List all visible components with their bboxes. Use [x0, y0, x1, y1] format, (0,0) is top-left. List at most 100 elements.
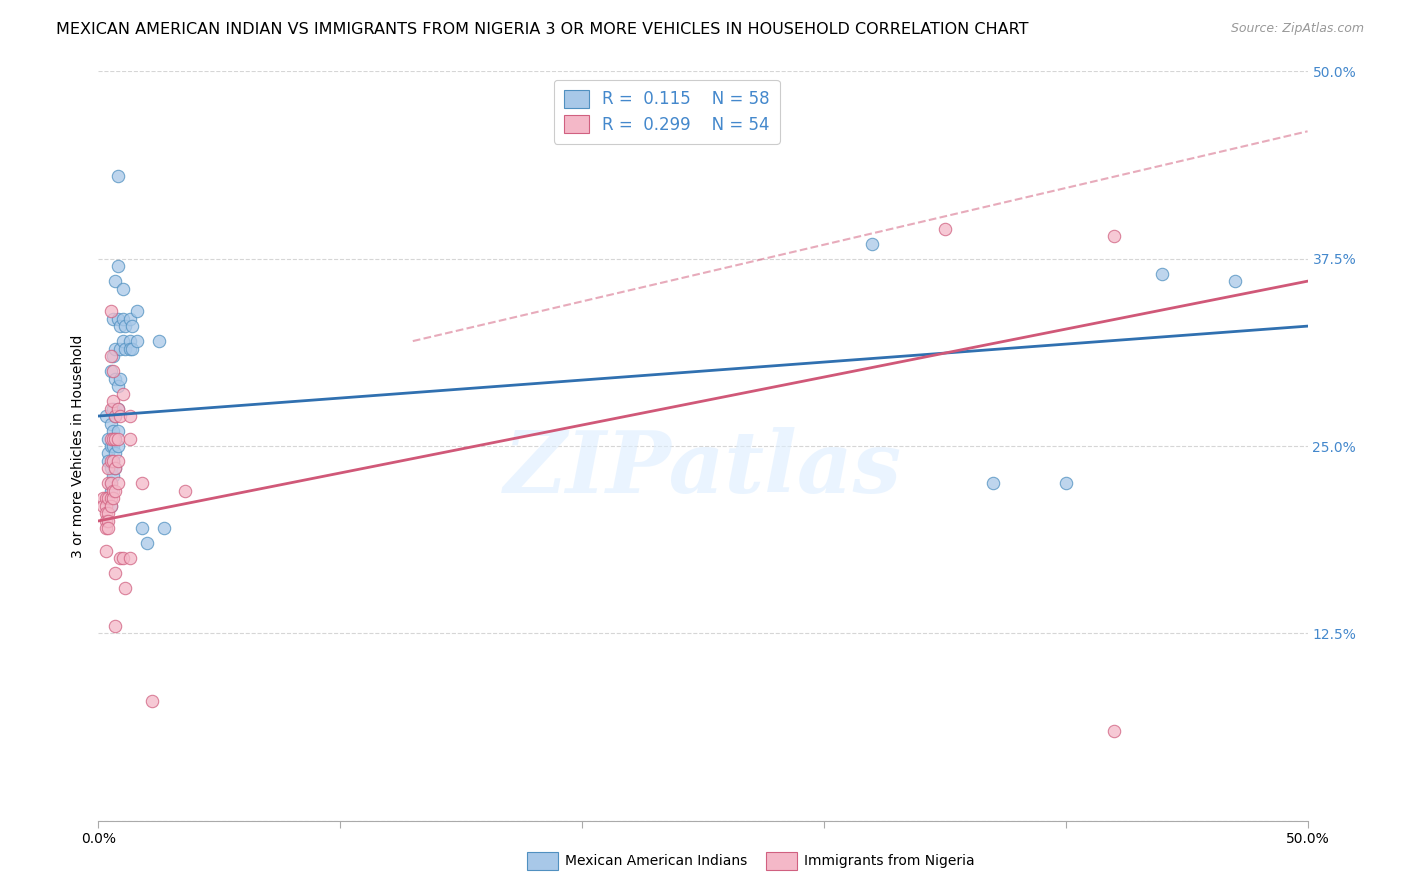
- Point: [100, 417, 122, 431]
- Point: [100, 491, 122, 506]
- Point: [114, 319, 136, 334]
- Point: [100, 476, 122, 491]
- Point: [118, 551, 141, 566]
- Point: [1054, 476, 1077, 491]
- Point: [118, 432, 141, 446]
- Point: [101, 394, 124, 409]
- Point: [104, 409, 127, 423]
- Point: [101, 439, 124, 453]
- Point: [101, 491, 124, 506]
- Point: [100, 364, 122, 378]
- Point: [101, 454, 124, 468]
- Point: [1223, 274, 1246, 288]
- Point: [108, 371, 131, 385]
- Point: [100, 461, 122, 475]
- Point: [97, 514, 120, 528]
- Point: [97, 446, 120, 460]
- Point: [94, 521, 117, 535]
- Point: [100, 483, 122, 498]
- Point: [118, 342, 141, 356]
- Point: [107, 439, 129, 453]
- Point: [100, 454, 122, 468]
- Y-axis label: 3 or more Vehicles in Household: 3 or more Vehicles in Household: [72, 334, 86, 558]
- Point: [100, 499, 122, 513]
- Point: [101, 483, 124, 498]
- Point: [97, 507, 120, 521]
- Point: [111, 282, 134, 296]
- Point: [101, 311, 124, 326]
- Point: [94, 409, 117, 423]
- Point: [104, 619, 127, 633]
- Point: [1152, 267, 1174, 281]
- Point: [91, 499, 114, 513]
- Point: [100, 439, 122, 453]
- Point: [127, 304, 149, 318]
- Text: ZIPatlas: ZIPatlas: [503, 426, 903, 510]
- Point: [97, 521, 120, 535]
- Text: Immigrants from Nigeria: Immigrants from Nigeria: [804, 854, 974, 868]
- Point: [135, 536, 157, 550]
- Point: [100, 304, 122, 318]
- Point: [104, 446, 127, 460]
- Point: [97, 476, 120, 491]
- Point: [91, 491, 114, 506]
- Point: [1102, 229, 1125, 244]
- Point: [107, 476, 129, 491]
- Point: [104, 274, 127, 288]
- Point: [107, 432, 129, 446]
- Point: [104, 342, 127, 356]
- Point: [100, 349, 122, 363]
- Text: Source: ZipAtlas.com: Source: ZipAtlas.com: [1230, 22, 1364, 36]
- Point: [111, 386, 134, 401]
- Point: [101, 349, 124, 363]
- Point: [100, 499, 122, 513]
- Point: [101, 364, 124, 378]
- Point: [107, 401, 129, 416]
- Point: [111, 334, 134, 348]
- Point: [111, 551, 134, 566]
- Point: [981, 476, 1004, 491]
- Point: [101, 424, 124, 438]
- Point: [131, 476, 153, 491]
- Point: [97, 432, 120, 446]
- Point: [94, 491, 117, 506]
- Point: [100, 401, 122, 416]
- Point: [121, 319, 143, 334]
- Point: [118, 311, 141, 326]
- Text: Mexican American Indians: Mexican American Indians: [565, 854, 748, 868]
- Point: [1102, 723, 1125, 738]
- Point: [118, 334, 141, 348]
- Point: [114, 342, 136, 356]
- Point: [97, 491, 120, 506]
- Point: [108, 342, 131, 356]
- Point: [108, 551, 131, 566]
- Point: [97, 461, 120, 475]
- Point: [152, 521, 174, 535]
- Point: [141, 694, 163, 708]
- Point: [118, 409, 141, 423]
- Point: [97, 454, 120, 468]
- Point: [860, 236, 883, 251]
- Point: [104, 432, 127, 446]
- Point: [107, 379, 129, 393]
- Point: [934, 221, 956, 235]
- Point: [101, 432, 124, 446]
- Point: [104, 483, 127, 498]
- Point: [174, 483, 197, 498]
- Point: [104, 461, 127, 475]
- Point: [101, 454, 124, 468]
- Point: [104, 371, 127, 385]
- Point: [107, 401, 129, 416]
- Point: [100, 476, 122, 491]
- Legend: R =  0.115    N = 58, R =  0.299    N = 54: R = 0.115 N = 58, R = 0.299 N = 54: [554, 79, 780, 144]
- Point: [104, 461, 127, 475]
- Point: [94, 514, 117, 528]
- Point: [107, 259, 129, 273]
- Point: [121, 342, 143, 356]
- Point: [107, 424, 129, 438]
- Point: [108, 409, 131, 423]
- Point: [94, 544, 117, 558]
- Point: [101, 401, 124, 416]
- Point: [107, 169, 129, 184]
- Point: [131, 521, 153, 535]
